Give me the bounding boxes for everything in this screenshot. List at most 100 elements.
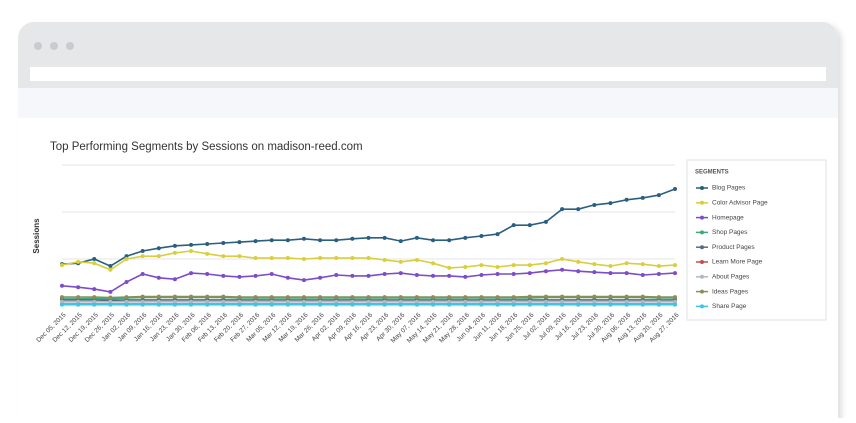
point	[269, 256, 274, 261]
point	[76, 295, 81, 300]
point	[221, 241, 226, 246]
point	[205, 294, 210, 299]
point	[414, 299, 419, 304]
point	[140, 254, 145, 259]
point	[60, 263, 64, 268]
point	[624, 299, 629, 304]
point	[463, 299, 468, 304]
address-bar[interactable]	[30, 67, 826, 81]
point	[543, 219, 548, 224]
point	[624, 294, 629, 299]
point	[301, 302, 306, 307]
point	[189, 294, 194, 299]
point	[382, 235, 387, 240]
point	[92, 302, 97, 307]
point	[382, 299, 387, 304]
point	[92, 257, 97, 261]
point	[108, 264, 113, 269]
point	[640, 299, 645, 304]
point	[656, 295, 661, 300]
point	[511, 295, 516, 300]
point	[285, 256, 290, 261]
point	[172, 299, 177, 304]
point	[76, 285, 81, 290]
point	[334, 272, 339, 277]
point	[350, 256, 355, 261]
point	[140, 249, 145, 254]
point	[366, 235, 371, 240]
point	[140, 302, 145, 307]
point	[108, 295, 113, 300]
point	[592, 299, 597, 304]
point	[463, 274, 468, 279]
point	[334, 256, 339, 261]
chart-title: Top Performing Segments by Sessions on m…	[50, 141, 363, 153]
point	[124, 299, 129, 304]
point	[495, 232, 500, 237]
point	[140, 272, 145, 277]
point	[640, 302, 645, 307]
legend-swatch-dot	[700, 230, 704, 235]
point	[189, 302, 194, 307]
point	[366, 299, 371, 304]
point	[576, 207, 581, 212]
point	[608, 299, 613, 304]
legend-label: Ideas Pages	[712, 288, 749, 295]
point	[334, 299, 339, 304]
point	[543, 269, 548, 274]
point	[237, 295, 242, 300]
point	[511, 299, 516, 304]
point	[124, 280, 129, 285]
point	[156, 302, 161, 307]
point	[156, 246, 161, 251]
point	[205, 241, 210, 246]
point	[269, 238, 274, 243]
point	[285, 302, 290, 307]
point	[398, 259, 403, 264]
point	[350, 299, 355, 304]
point	[479, 302, 484, 307]
point	[673, 271, 677, 276]
point	[414, 257, 419, 262]
point	[543, 302, 548, 307]
point	[60, 295, 64, 300]
legend-label: Color Advisor Page	[712, 200, 768, 207]
point	[608, 264, 613, 269]
point	[576, 294, 581, 299]
legend-swatch-dot	[700, 304, 704, 309]
point	[318, 256, 323, 261]
point	[640, 294, 645, 299]
point	[431, 295, 436, 300]
point	[560, 302, 565, 307]
point	[576, 299, 581, 304]
point	[447, 295, 452, 300]
point	[172, 302, 177, 307]
point	[253, 295, 258, 300]
point	[318, 295, 323, 300]
legend-label: Learn More Page	[712, 259, 763, 266]
point	[656, 302, 661, 307]
point	[172, 243, 177, 248]
point	[350, 236, 355, 241]
point	[592, 270, 597, 275]
point	[431, 302, 436, 307]
point	[543, 261, 548, 266]
legend-label: Product Pages	[712, 244, 755, 251]
point	[124, 254, 129, 259]
point	[673, 295, 677, 300]
point	[463, 264, 468, 269]
point	[269, 295, 274, 300]
point	[479, 263, 484, 268]
point	[511, 272, 516, 277]
window-dot	[34, 42, 42, 50]
point	[382, 295, 387, 300]
point	[156, 294, 161, 299]
point	[608, 201, 613, 206]
point	[205, 299, 210, 304]
point	[495, 264, 500, 269]
point	[301, 295, 306, 300]
point	[398, 299, 403, 304]
point	[76, 299, 81, 304]
point	[124, 257, 129, 261]
